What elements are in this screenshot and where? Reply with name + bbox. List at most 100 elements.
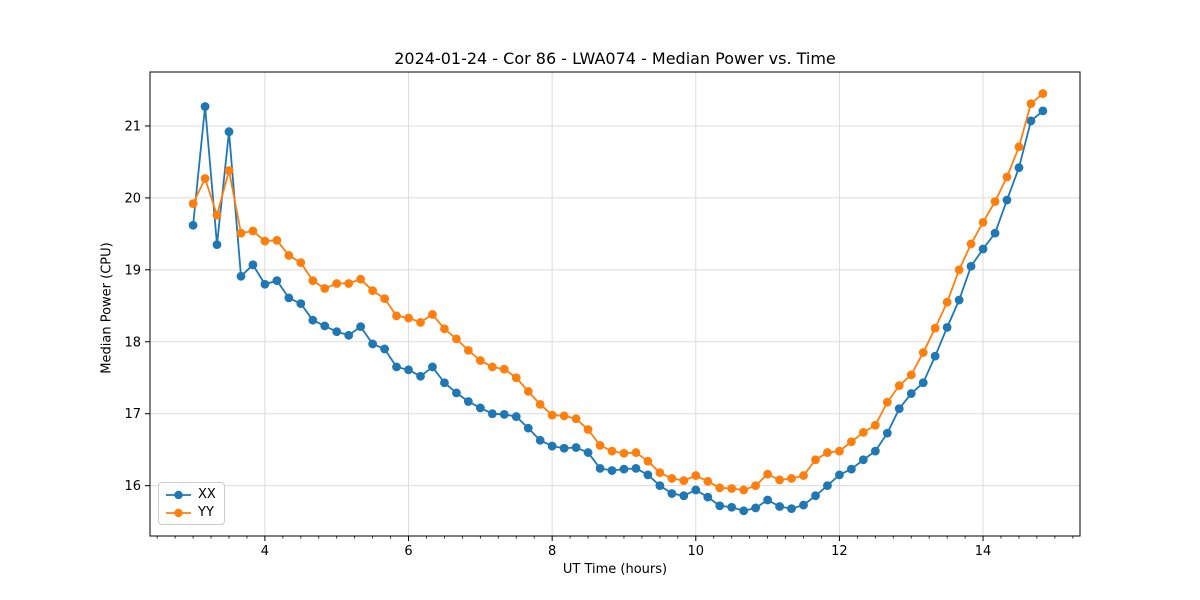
data-point-yy xyxy=(224,166,234,175)
data-point-yy xyxy=(966,239,976,249)
data-point-xx xyxy=(320,321,330,331)
series-xx-markers xyxy=(188,102,1048,516)
legend-row-yy: YY xyxy=(165,505,216,520)
data-point-yy xyxy=(212,210,222,220)
data-point-xx xyxy=(416,371,425,381)
data-point-yy xyxy=(188,199,198,209)
data-point-xx xyxy=(715,501,725,511)
x-axis-label: UT Time (hours) xyxy=(562,562,668,577)
data-point-yy xyxy=(260,236,270,246)
data-point-xx xyxy=(188,220,198,230)
series-yy-line xyxy=(192,92,1044,491)
y-tick-label: 19 xyxy=(124,263,141,278)
data-point-xx xyxy=(799,500,808,510)
x-tick-label: 12 xyxy=(831,544,848,559)
data-point-yy xyxy=(499,364,509,374)
data-point-yy xyxy=(655,468,665,478)
data-point-yy xyxy=(870,420,880,430)
data-point-xx xyxy=(1038,106,1048,116)
data-point-yy xyxy=(404,313,413,323)
data-point-yy xyxy=(823,448,832,457)
data-point-yy xyxy=(894,381,904,391)
data-point-yy xyxy=(284,251,294,260)
data-point-xx xyxy=(535,435,545,445)
data-point-xx xyxy=(619,464,629,474)
data-point-yy xyxy=(523,387,533,396)
data-point-yy xyxy=(332,279,342,288)
data-point-xx xyxy=(452,388,461,398)
data-point-xx xyxy=(655,481,665,491)
data-point-xx xyxy=(404,365,413,375)
x-tick-label: 4 xyxy=(261,544,269,559)
data-point-xx xyxy=(463,397,473,406)
data-point-xx xyxy=(236,271,246,281)
y-tick-label: 16 xyxy=(124,479,141,494)
data-point-xx xyxy=(523,423,533,433)
data-point-yy xyxy=(296,258,306,268)
data-point-yy xyxy=(811,455,820,465)
data-point-yy xyxy=(990,197,1000,206)
data-point-yy xyxy=(775,475,784,485)
data-point-xx xyxy=(954,295,964,305)
data-point-yy xyxy=(607,446,617,456)
data-point-xx xyxy=(595,463,605,473)
data-point-xx xyxy=(356,322,366,332)
data-point-xx xyxy=(847,464,856,474)
data-point-yy xyxy=(595,440,605,450)
x-tick-label: 10 xyxy=(688,544,705,559)
data-point-yy xyxy=(511,373,521,383)
data-point-xx xyxy=(906,389,916,398)
data-point-yy xyxy=(715,483,725,493)
data-point-xx xyxy=(308,315,318,325)
x-tick-label: 8 xyxy=(548,544,556,559)
data-point-xx xyxy=(823,481,832,491)
data-point-yy xyxy=(727,484,737,493)
data-point-yy xyxy=(452,334,461,344)
axes-frame xyxy=(149,71,1081,537)
x-tick-label: 6 xyxy=(404,544,412,559)
data-point-yy xyxy=(858,428,868,437)
data-point-xx xyxy=(224,127,234,137)
data-point-yy xyxy=(392,311,401,321)
data-point-xx xyxy=(631,463,641,473)
data-point-xx xyxy=(212,240,222,250)
data-point-yy xyxy=(619,448,629,458)
y-tick-label: 18 xyxy=(124,335,141,350)
series-yy-markers xyxy=(188,89,1048,495)
data-point-xx xyxy=(583,448,593,457)
data-point-yy xyxy=(547,410,557,420)
data-point-xx xyxy=(918,378,928,388)
data-point-yy xyxy=(463,346,473,355)
data-point-xx xyxy=(440,378,449,388)
data-point-xx xyxy=(739,506,749,516)
data-point-xx xyxy=(368,339,378,349)
data-point-xx xyxy=(930,351,940,361)
data-point-yy xyxy=(1014,142,1024,152)
data-point-yy xyxy=(847,437,856,447)
data-point-xx xyxy=(296,299,306,309)
legend-row-xx: XX xyxy=(165,487,216,502)
legend-line-sample-xx xyxy=(166,490,191,499)
x-tick-label: 14 xyxy=(975,544,992,559)
data-point-xx xyxy=(607,466,617,475)
data-point-xx xyxy=(966,261,976,271)
data-point-yy xyxy=(835,446,844,456)
data-point-yy xyxy=(954,265,964,275)
data-point-yy xyxy=(236,228,246,238)
data-point-xx xyxy=(835,470,844,480)
y-tick-label: 21 xyxy=(124,119,141,134)
data-point-xx xyxy=(978,244,988,254)
data-point-yy xyxy=(487,362,497,372)
data-point-yy xyxy=(416,317,425,327)
data-point-yy xyxy=(583,425,593,434)
data-point-yy xyxy=(918,348,928,357)
data-point-yy xyxy=(751,481,761,491)
data-point-xx xyxy=(248,260,258,270)
data-point-xx xyxy=(787,504,796,514)
data-point-yy xyxy=(368,286,378,296)
data-point-xx xyxy=(380,344,390,354)
data-point-xx xyxy=(858,455,868,465)
data-point-yy xyxy=(667,474,677,483)
data-point-yy xyxy=(763,469,773,479)
